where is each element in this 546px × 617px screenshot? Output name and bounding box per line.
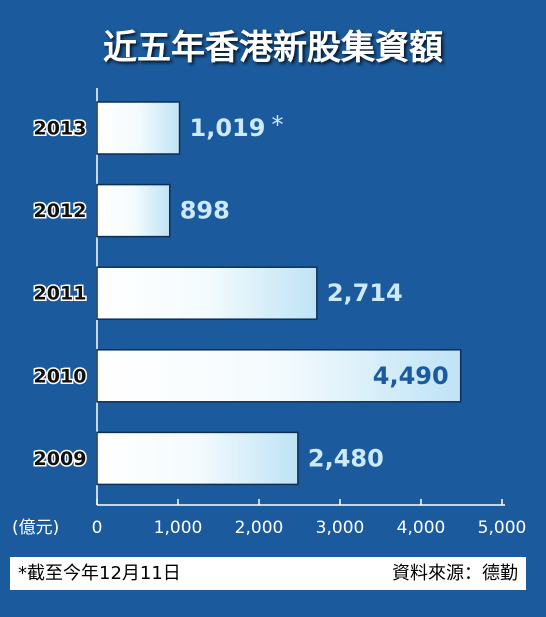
footnote: *截至今年12月11日 (18, 563, 181, 584)
y-tick-label: 2010 (34, 365, 87, 387)
y-tick-label: 2012 (34, 200, 87, 222)
x-tick-label: 2,000 (235, 518, 284, 538)
x-tick-label: 0 (92, 518, 103, 538)
value-label: 1,019 (190, 114, 266, 142)
x-axis-label: (億元) (12, 518, 59, 538)
bar (96, 101, 181, 155)
annotation: * (271, 111, 283, 139)
x-tick-label: 1,000 (154, 518, 203, 538)
bar (96, 266, 318, 320)
footer-box (10, 557, 526, 590)
value-label: 2,480 (308, 444, 384, 472)
y-tick-label: 2011 (34, 283, 87, 305)
y-tick-label: 2009 (34, 448, 87, 470)
x-tick-label: 5,000 (478, 518, 527, 538)
bar (96, 431, 299, 486)
x-tick-label: 3,000 (316, 518, 365, 538)
source: 資料來源：德勤 (392, 563, 518, 584)
value-label: 4,490 (373, 362, 449, 390)
value-label: 898 (180, 197, 230, 225)
chart-title: 近五年香港新股集資額 (103, 28, 443, 68)
bar (96, 183, 171, 238)
value-label: 2,714 (327, 279, 403, 307)
y-tick-label: 2013 (34, 118, 87, 140)
bar (96, 349, 462, 403)
x-tick-label: 4,000 (397, 518, 446, 538)
